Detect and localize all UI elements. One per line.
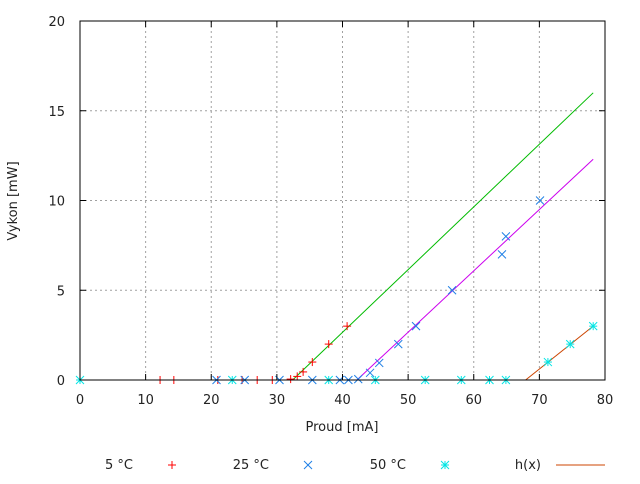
data-point: [308, 358, 317, 367]
data-point: [501, 232, 511, 241]
fit-lines: [292, 92, 594, 381]
y-tick-label: 20: [48, 15, 65, 30]
fit-line: [525, 325, 594, 381]
y-tick-label: 10: [48, 195, 65, 210]
y-tick-label: 5: [57, 284, 65, 299]
fit-line: [292, 92, 594, 381]
legend-marker: [440, 460, 450, 470]
marker-stroke: [497, 249, 507, 259]
data-point: [353, 374, 363, 384]
x-tick-label: 10: [137, 393, 154, 408]
data-point: [588, 321, 598, 331]
x-tick-label: 50: [400, 393, 417, 408]
fit-line: [356, 158, 594, 381]
y-tick-label: 15: [48, 105, 65, 120]
marker-stroke: [393, 339, 403, 349]
legend-label: 25 °C: [233, 458, 269, 473]
marker-stroke: [565, 339, 575, 349]
data-point: [324, 340, 333, 349]
data-point: [497, 249, 507, 259]
data-point: [565, 339, 575, 349]
data-point: [543, 357, 553, 367]
marker-stroke: [501, 232, 511, 241]
data-point: [365, 368, 375, 378]
x-tick-label: 30: [269, 393, 286, 408]
x-tick-label: 70: [531, 393, 548, 408]
x-tick-label: 40: [334, 393, 351, 408]
x-tick-label: 0: [76, 393, 84, 408]
data-point: [374, 358, 384, 368]
legend-label: 50 °C: [370, 458, 406, 473]
data-point: [293, 372, 302, 381]
legend: 5 °C 25 °C 50 °C h(x): [105, 458, 605, 473]
marker-stroke: [303, 460, 313, 470]
ticks: 0 10 20 30 40 50 60 70 80 0 5 10 15 20: [48, 15, 613, 408]
x-axis-label: Proud [mA]: [306, 420, 379, 435]
x-tick-label: 80: [597, 393, 614, 408]
marker-stroke: [588, 321, 598, 331]
marker-stroke: [543, 357, 553, 367]
data-point: [447, 285, 457, 295]
marker-stroke: [374, 358, 384, 368]
legend-marker: [168, 461, 176, 469]
legend-label: h(x): [515, 458, 541, 473]
data-point: [535, 196, 545, 205]
data-point: [343, 322, 352, 331]
legend-marker: [303, 460, 313, 470]
data-point: [286, 375, 295, 384]
marker-stroke: [365, 368, 375, 378]
marker-stroke: [447, 285, 457, 295]
marker-stroke: [535, 196, 545, 205]
marker-stroke: [440, 460, 450, 470]
marker-stroke: [353, 374, 363, 384]
x-tick-label: 20: [203, 393, 220, 408]
data-point: [299, 367, 308, 376]
data-point: [393, 339, 403, 349]
legend-label: 5 °C: [105, 458, 133, 473]
y-axis-label: Vykon [mW]: [6, 161, 21, 240]
y-tick-label: 0: [57, 374, 65, 389]
x-tick-label: 60: [465, 393, 482, 408]
marker-stroke: [411, 321, 421, 331]
data-point: [411, 321, 421, 331]
grid: [80, 21, 605, 380]
